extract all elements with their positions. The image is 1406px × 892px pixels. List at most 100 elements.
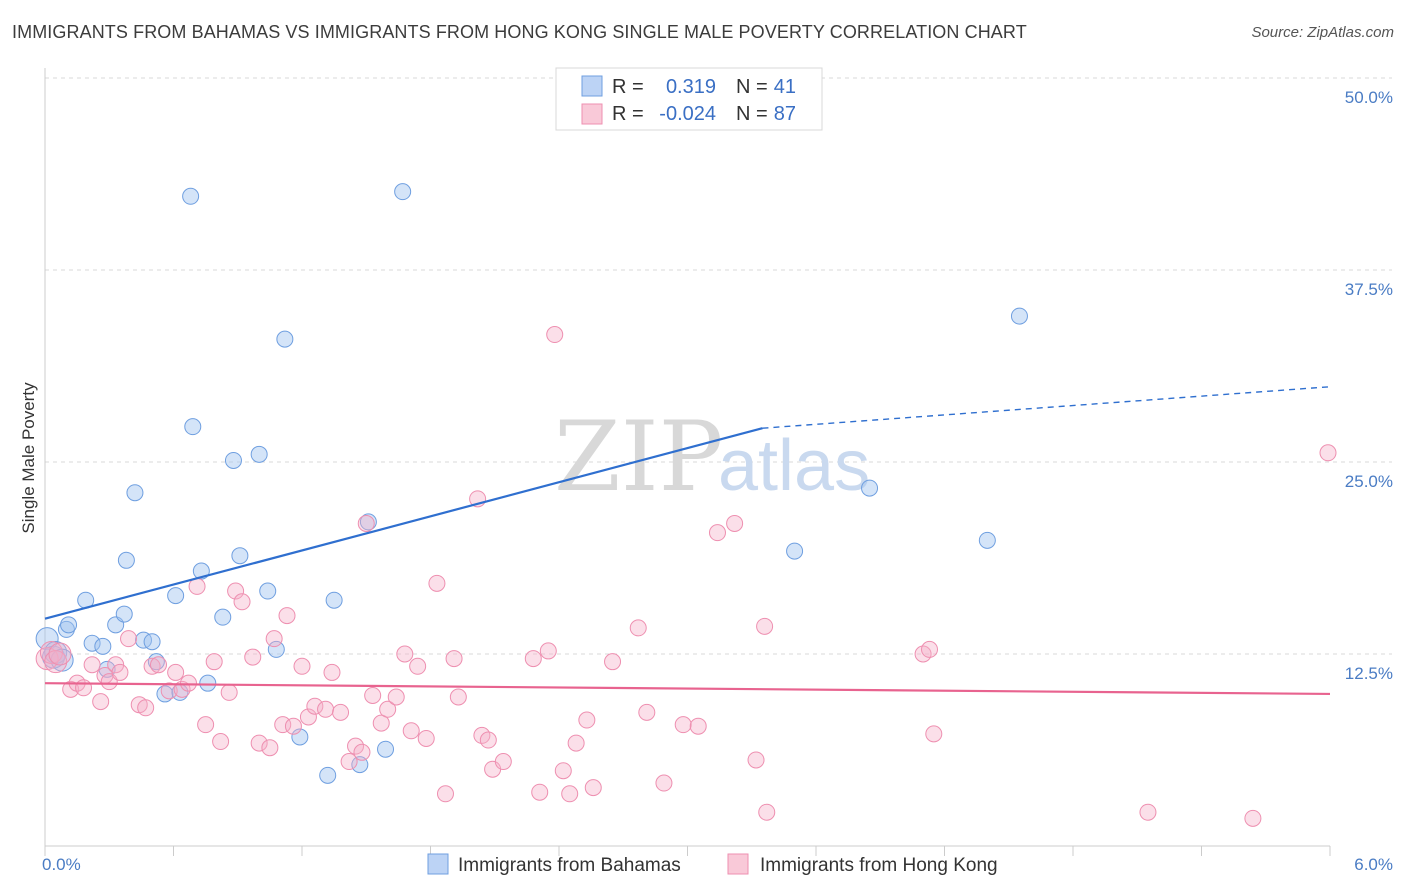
series-legend: Immigrants from Bahamas Immigrants from …: [427, 853, 998, 876]
point-hongkong: [689, 717, 707, 735]
point-hongkong: [428, 574, 446, 592]
point-hongkong: [244, 648, 262, 666]
point-bahamas: [224, 451, 242, 469]
point-bahamas: [291, 728, 309, 746]
point-hongkong: [35, 647, 59, 671]
point-hongkong: [479, 731, 497, 749]
point-hongkong: [220, 683, 238, 701]
point-bahamas: [214, 608, 232, 626]
point-hongkong: [306, 697, 324, 715]
point-hongkong: [197, 716, 215, 734]
point-hongkong: [494, 753, 512, 771]
trend-lines: [44, 386, 1331, 696]
point-hongkong: [449, 688, 467, 706]
point-bahamas: [325, 591, 343, 609]
point-hongkong: [379, 700, 397, 718]
point-hongkong: [638, 703, 656, 721]
point-hongkong: [629, 619, 647, 637]
correlation-legend: R = 0.319 N = 41 R = -0.024 N = 87: [555, 67, 823, 131]
point-bahamas: [319, 766, 337, 784]
point-bahamas: [276, 330, 294, 348]
point-hongkong: [167, 663, 185, 681]
point-bahamas: [861, 479, 879, 497]
point-bahamas: [267, 640, 285, 658]
point-bahamas: [60, 616, 78, 634]
point-hongkong: [227, 582, 245, 600]
point-hongkong: [107, 656, 125, 674]
point-hongkong: [747, 751, 765, 769]
point-hongkong: [274, 716, 292, 734]
point-hongkong: [436, 785, 454, 803]
point-bahamas: [35, 627, 59, 651]
point-hongkong: [353, 743, 371, 761]
point-bahamas: [394, 183, 412, 201]
point-bahamas: [115, 605, 133, 623]
point-hongkong: [402, 722, 420, 740]
point-hongkong: [143, 657, 161, 675]
point-hongkong: [531, 783, 549, 801]
point-hongkong: [409, 657, 427, 675]
point-bahamas: [259, 582, 277, 600]
point-hongkong: [137, 699, 155, 717]
bottom-legend-label-bahamas: Immigrants from Bahamas: [458, 855, 681, 876]
point-hongkong: [323, 663, 341, 681]
point-hongkong: [160, 682, 178, 700]
point-hongkong: [293, 657, 311, 675]
legend-swatch-hongkong: [581, 103, 603, 125]
point-hongkong: [317, 700, 335, 718]
point-hongkong: [83, 656, 101, 674]
point-bahamas: [1010, 307, 1028, 325]
point-bahamas: [94, 637, 112, 655]
point-hongkong: [278, 607, 296, 625]
point-hongkong: [261, 739, 279, 757]
point-hongkong: [921, 640, 939, 658]
point-hongkong: [655, 774, 673, 792]
point-hongkong: [332, 703, 350, 721]
point-bahamas: [167, 587, 185, 605]
point-hongkong: [1319, 444, 1337, 462]
point-hongkong: [265, 630, 283, 648]
point-hongkong: [387, 688, 405, 706]
point-hongkong: [44, 650, 68, 674]
point-hongkong: [546, 326, 564, 344]
point-hongkong: [584, 779, 602, 797]
point-hongkong: [925, 725, 943, 743]
axes: 12.5% 25.0% 37.5% 50.0% 0.0% 6.0%: [42, 68, 1393, 874]
point-bahamas: [117, 551, 135, 569]
source-label: Source: ZipAtlas.com: [1251, 24, 1394, 41]
point-hongkong: [205, 653, 223, 671]
point-hongkong: [578, 711, 596, 729]
point-hongkong: [179, 674, 197, 692]
point-hongkong: [726, 514, 744, 532]
point-bahamas: [250, 445, 268, 463]
point-hongkong: [604, 653, 622, 671]
point-bahamas: [199, 674, 217, 692]
y-tick-label: 37.5%: [1345, 280, 1393, 299]
watermark-atlas: atlas: [718, 426, 870, 506]
x-tick-label-min: 0.0%: [42, 855, 81, 874]
point-hongkong: [561, 785, 579, 803]
point-bahamas: [57, 620, 75, 638]
point-hongkong: [233, 593, 251, 611]
point-hongkong: [1139, 803, 1157, 821]
trend-line-bahamas: [44, 427, 763, 620]
trend-line-bahamas-extension: [762, 386, 1331, 429]
point-bahamas: [126, 484, 144, 502]
point-hongkong: [674, 716, 692, 734]
legend-n-label-hongkong: N =: [736, 103, 768, 125]
point-hongkong: [396, 645, 414, 663]
y-tick-label: 50.0%: [1345, 88, 1393, 107]
point-hongkong: [756, 617, 774, 635]
watermark-zip: ZIP: [554, 401, 723, 513]
point-bahamas: [978, 531, 996, 549]
legend-swatch-bahamas: [581, 75, 603, 97]
point-hongkong: [48, 642, 72, 666]
trend-line-hongkong: [44, 682, 1331, 696]
point-hongkong: [284, 717, 302, 735]
point-bahamas: [377, 740, 395, 758]
point-hongkong: [111, 663, 129, 681]
point-hongkong: [445, 650, 463, 668]
point-bahamas: [182, 187, 200, 205]
point-hongkong: [340, 753, 358, 771]
